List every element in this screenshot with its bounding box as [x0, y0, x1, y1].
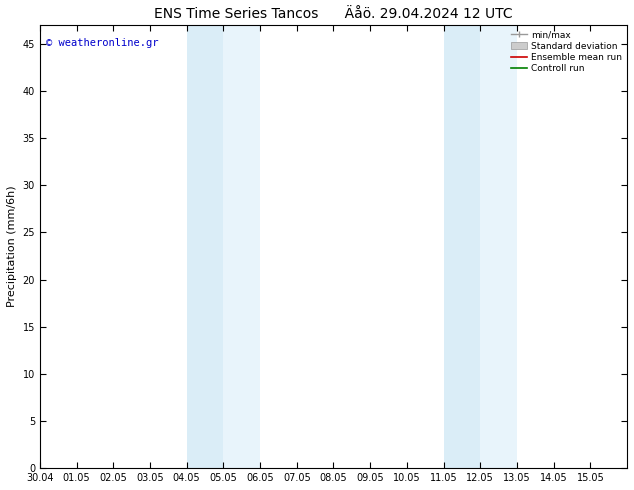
- Bar: [186, 25, 223, 468]
- Y-axis label: Precipitation (mm/6h): Precipitation (mm/6h): [7, 186, 17, 307]
- Title: ENS Time Series Tancos      Äåö. 29.04.2024 12 UTC: ENS Time Series Tancos Äåö. 29.04.2024 1…: [154, 7, 513, 21]
- Bar: [444, 25, 481, 468]
- Bar: [481, 25, 517, 468]
- Legend: min/max, Standard deviation, Ensemble mean run, Controll run: min/max, Standard deviation, Ensemble me…: [508, 27, 624, 76]
- Text: © weatheronline.gr: © weatheronline.gr: [46, 38, 158, 48]
- Bar: [223, 25, 260, 468]
